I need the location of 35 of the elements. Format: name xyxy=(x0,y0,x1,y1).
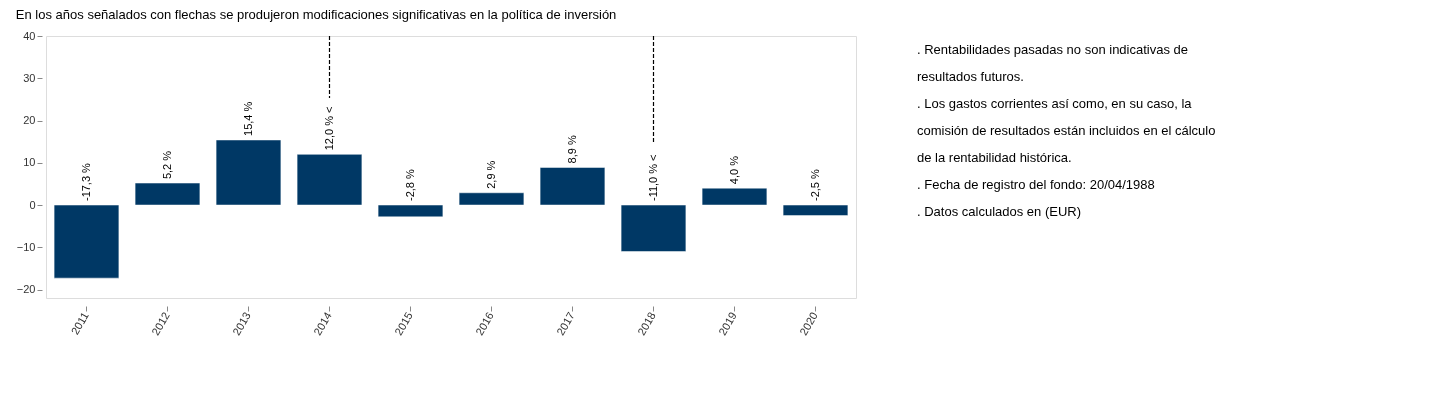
bar xyxy=(215,139,282,206)
y-tick-label: 10 xyxy=(23,156,36,169)
data-label: 2,9 % xyxy=(484,160,497,189)
y-tick-label: 0 xyxy=(29,198,36,211)
data-label: -17,3 % xyxy=(79,162,92,202)
y-tick-label: −20 xyxy=(16,283,36,296)
y-tick-label: 40 xyxy=(23,29,36,42)
text: de la rentabilidad histórica. xyxy=(917,149,1072,165)
bar xyxy=(377,204,444,218)
data-label: -11,0 % < xyxy=(646,154,659,202)
text: comisión de resultados están incluidos en el cálculo xyxy=(917,122,1216,138)
bar xyxy=(53,204,120,279)
bar xyxy=(134,182,201,206)
bar xyxy=(782,204,849,216)
bar xyxy=(296,154,363,206)
y-tick-label: 30 xyxy=(23,71,36,84)
bar xyxy=(458,192,525,206)
text: . Datos calculados en (EUR) xyxy=(917,203,1082,219)
data-label: 4,0 % xyxy=(727,155,740,185)
data-label: 8,9 % xyxy=(565,135,578,164)
data-label: 5,2 % xyxy=(160,150,173,180)
bar xyxy=(620,204,687,252)
text: resultados futuros. xyxy=(917,68,1024,84)
text: . Fecha de registro del fondo: 20/04/1988 xyxy=(917,176,1155,192)
bar xyxy=(701,187,768,206)
y-tick-label: 20 xyxy=(23,114,36,127)
text: . Rentabilidades pasadas no son indicativas de xyxy=(917,41,1189,57)
data-label: -2,8 % xyxy=(403,169,416,202)
y-tick-label: −10 xyxy=(16,240,36,253)
data-label: -2,5 % xyxy=(808,169,821,202)
text: . Los gastos corrientes así como, en su caso, la xyxy=(917,95,1193,111)
chart-title: En los años señalados con flechas se produjeron modificaciones significativas en la política de inversión xyxy=(15,6,617,22)
data-label: 12,0 % < xyxy=(322,106,335,151)
bar xyxy=(539,167,606,206)
data-label: 15,4 % xyxy=(241,101,254,136)
